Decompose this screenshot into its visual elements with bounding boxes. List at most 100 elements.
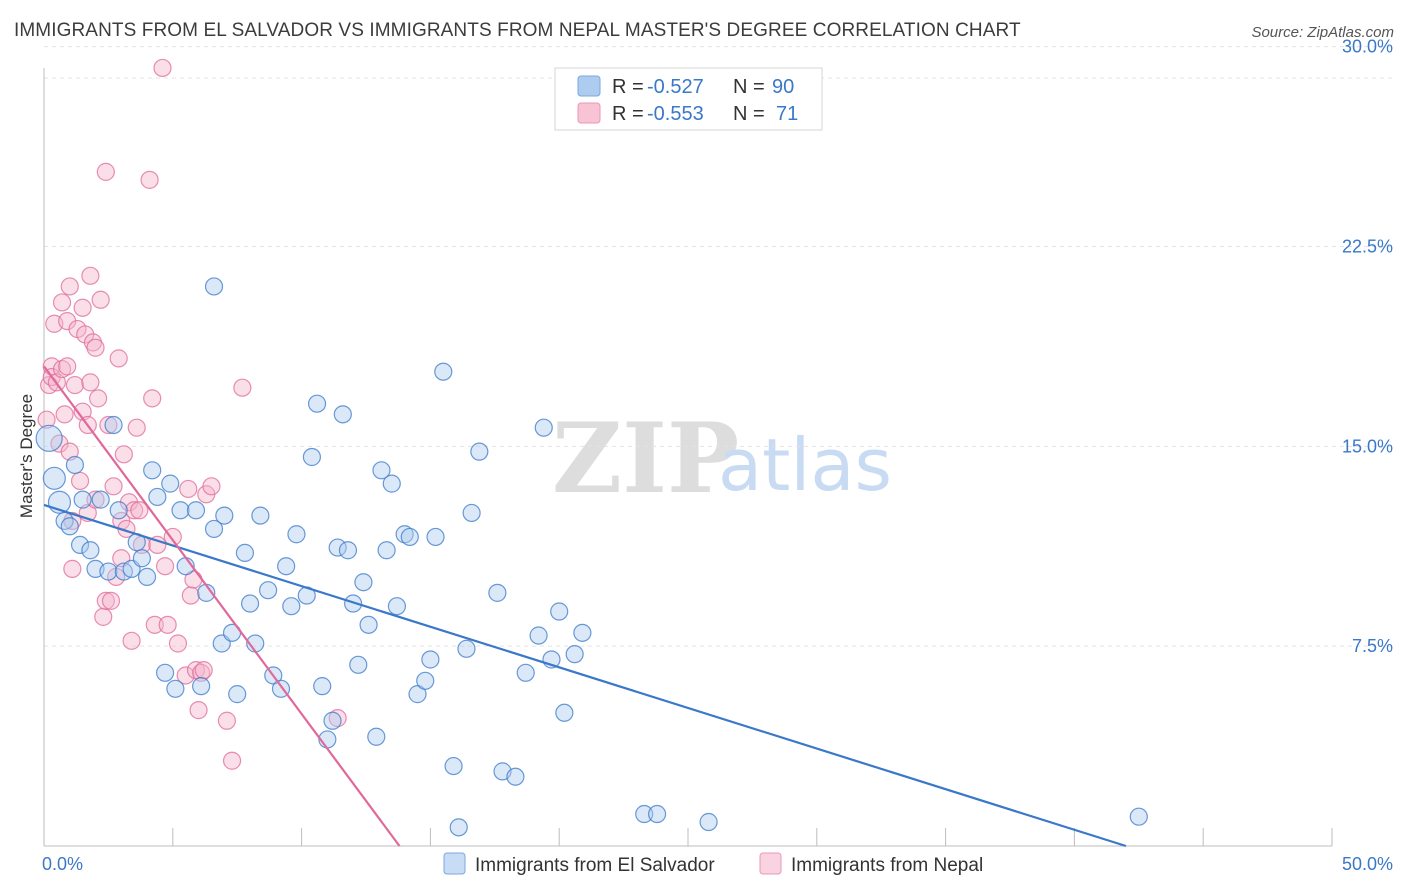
el-salvador-point [516, 663, 535, 682]
el-salvador-point [565, 645, 584, 664]
el-salvador-point [488, 583, 507, 602]
nepal-point [104, 477, 123, 496]
nepal-point [81, 266, 100, 285]
el-salvador-point [235, 543, 255, 563]
el-salvador-point [166, 679, 185, 698]
el-salvador-point [132, 549, 151, 568]
el-salvador-point [444, 756, 463, 776]
nepal-point [192, 663, 211, 682]
el-salvador-point [333, 405, 352, 424]
el-salvador-point [65, 455, 85, 475]
el-salvador-point [408, 685, 427, 704]
el-salvador-point [416, 671, 435, 690]
x-ticks [43, 828, 1333, 846]
x-tick-label-max: 50.0% [1342, 854, 1393, 874]
legend-n-value: 71 [776, 103, 798, 125]
nepal-point [179, 479, 198, 499]
nepal-point [122, 631, 141, 650]
el-salvador-point [506, 767, 525, 786]
legend-n-label: N = [733, 103, 765, 125]
nepal-point [55, 405, 74, 424]
el-salvador-point [99, 562, 118, 581]
nepal-point [96, 591, 115, 610]
y-tick-label: 30.0% [1342, 37, 1393, 57]
nepal-point [73, 298, 92, 317]
el-salvador-point [367, 727, 386, 746]
nepal-point [60, 277, 79, 296]
el-salvador-point [204, 519, 224, 539]
nepal-point [181, 586, 200, 605]
nepal-point [158, 615, 177, 634]
el-salvador-point [73, 490, 92, 509]
el-salvador-point [143, 461, 162, 480]
el-salvador-point [307, 394, 327, 413]
el-salvador-point [302, 447, 322, 467]
nepal-point [70, 471, 90, 491]
series-legend: Immigrants from El Salvador Immigrants f… [443, 852, 983, 876]
nepal-point [86, 490, 105, 509]
nepal-point [125, 501, 144, 520]
el-salvador-point [148, 487, 167, 507]
watermark-zip: ZIP [552, 402, 739, 515]
y-tick-label: 22.5% [1342, 236, 1393, 256]
el-salvador-points [35, 277, 1148, 837]
nepal-point [222, 751, 242, 770]
nepal-point [148, 535, 167, 555]
el-salvador-point [228, 685, 247, 704]
el-salvador-point [449, 818, 468, 837]
el-salvador-point [42, 466, 66, 490]
el-salvador-point [81, 541, 100, 560]
el-salvador-point [215, 506, 234, 525]
source-credit: Source: ZipAtlas.com [1251, 24, 1394, 41]
nepal-point [328, 709, 347, 728]
nepal-point [217, 711, 236, 730]
trend-lines [43, 365, 1127, 848]
el-salvador-point [372, 461, 391, 480]
legend-swatch-el-salvador [577, 75, 601, 97]
nepal-point [81, 373, 100, 392]
y-axis-title: Master's Degree [17, 394, 36, 518]
watermark-atlas: atlas [718, 423, 892, 507]
nepal-point [140, 170, 159, 189]
el-salvador-point [573, 623, 592, 642]
nepal-point [60, 442, 79, 461]
el-salvador-point [161, 474, 180, 493]
el-salvador-point [91, 490, 110, 509]
x-tick-label-min: 0.0% [42, 854, 83, 874]
nepal-point [63, 559, 82, 578]
el-salvador-point [354, 573, 373, 592]
el-salvador-point [251, 506, 270, 525]
el-salvador-point [647, 804, 667, 824]
el-salvador-point [70, 535, 90, 555]
el-salvador-point [699, 812, 718, 832]
el-salvador-point [426, 527, 445, 547]
el-salvador-point [277, 557, 296, 576]
el-salvador-point [534, 418, 553, 437]
series-label-nepal[interactable]: Immigrants from Nepal [791, 855, 983, 876]
series-label-el-salvador[interactable]: Immigrants from El Salvador [475, 855, 715, 876]
el-salvador-point [470, 442, 489, 461]
el-salvador-point [104, 415, 123, 435]
el-salvador-point [395, 525, 414, 544]
legend-r-value: -0.527 [647, 76, 704, 98]
el-salvador-point [287, 525, 306, 544]
el-salvador-point [155, 663, 175, 682]
el-salvador-point [109, 501, 128, 520]
nepal-point [189, 701, 208, 720]
series-swatch-nepal[interactable] [759, 852, 782, 875]
el-salvador-point [171, 501, 190, 520]
nepal-point [52, 359, 72, 379]
el-salvador-point [204, 277, 224, 296]
el-salvador-point [259, 581, 278, 600]
nepal-trend-line [43, 365, 401, 847]
legend-n-label: N = [733, 76, 765, 98]
nepal-point [194, 661, 213, 680]
el-salvador-point [240, 594, 260, 613]
el-salvador-point [137, 567, 157, 586]
el-salvador-point [421, 650, 440, 669]
nepal-point [153, 58, 172, 78]
nepal-point [233, 378, 252, 397]
series-swatch-el-salvador[interactable] [443, 852, 466, 875]
legend-r-value: -0.553 [647, 103, 704, 125]
